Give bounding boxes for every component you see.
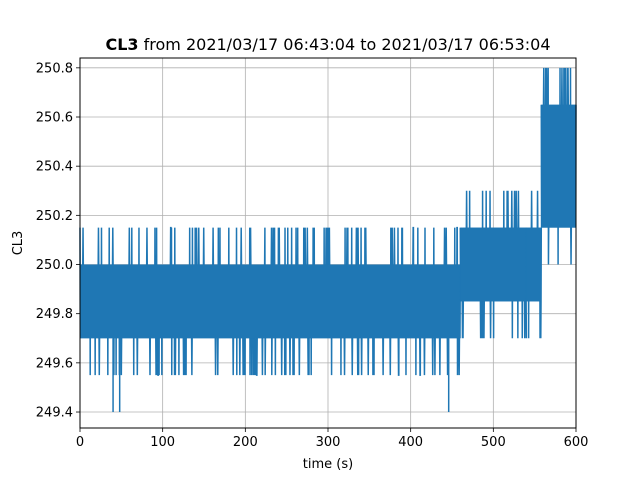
y-tick-label: 249.8 bbox=[36, 307, 73, 322]
y-tick-label: 250.0 bbox=[36, 258, 73, 273]
series-band bbox=[541, 104, 576, 228]
series-band bbox=[80, 264, 461, 339]
x-tick-label: 400 bbox=[398, 435, 423, 450]
y-tick-label: 250.8 bbox=[36, 61, 73, 76]
series-band bbox=[460, 227, 527, 302]
y-tick-label: 249.6 bbox=[36, 356, 73, 371]
series-segment bbox=[79, 226, 462, 376]
x-tick-label: 600 bbox=[564, 435, 589, 450]
series-segment bbox=[525, 190, 543, 339]
chart-title: CL3 from 2021/03/17 06:43:04 to 2021/03/… bbox=[105, 35, 550, 54]
y-tick-label: 250.4 bbox=[36, 160, 73, 175]
x-tick-label: 200 bbox=[233, 435, 258, 450]
x-tick-label: 300 bbox=[316, 435, 341, 450]
chart-title-rest: from 2021/03/17 06:43:04 to 2021/03/17 0… bbox=[139, 35, 551, 54]
series-segment bbox=[459, 190, 528, 339]
x-tick-label: 500 bbox=[481, 435, 506, 450]
x-tick-label: 0 bbox=[76, 435, 84, 450]
data-series bbox=[79, 67, 577, 413]
y-axis-label: CL3 bbox=[11, 231, 26, 256]
y-axis: 249.4 249.6 249.8 250.0 250.2 250.4 250.6 250.8 bbox=[36, 61, 80, 421]
x-tick-label: 100 bbox=[150, 435, 175, 450]
x-axis: 0 100 200 300 400 500 600 bbox=[76, 428, 589, 450]
series-band bbox=[526, 227, 542, 302]
chart-title-bold: CL3 bbox=[105, 35, 138, 54]
x-axis-label: time (s) bbox=[303, 457, 353, 472]
y-tick-label: 250.6 bbox=[36, 111, 73, 126]
y-tick-label: 250.2 bbox=[36, 209, 73, 224]
y-tick-label: 249.4 bbox=[36, 406, 73, 421]
